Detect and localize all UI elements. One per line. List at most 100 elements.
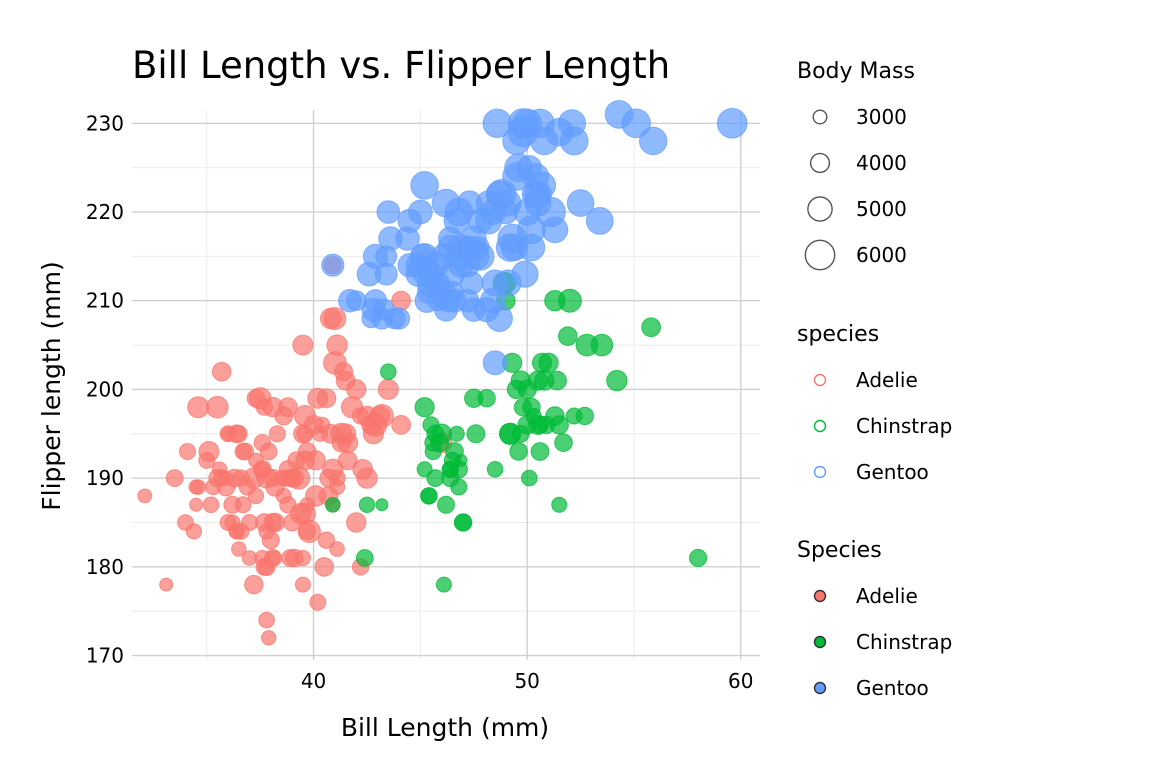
adelie-point [243,467,265,489]
x-axis-ticks: 40 50 60 [301,669,754,693]
fill-legend-key [813,589,827,603]
gentoo-point [455,288,480,313]
chinstrap-point [551,496,568,513]
adelie-point [211,361,232,382]
adelie-point [137,488,153,504]
gentoo-point [621,108,651,139]
chinstrap-point [499,422,522,445]
chinstrap-point [530,442,550,461]
adelie-point [303,415,324,435]
gentoo-point [376,200,401,224]
chinstrap-point [531,415,549,434]
adelie-point [202,496,220,514]
fill-legend-label: Chinstrap [856,630,952,654]
adelie-point [307,387,329,409]
adelie-point [188,479,204,495]
size-legend-label: 5000 [856,197,907,221]
chinstrap-point [355,549,374,567]
adelie-point [294,576,311,593]
chinstrap-point [641,317,661,338]
adelie-point [290,502,312,525]
adelie-point [231,541,247,557]
size-legend-label: 6000 [856,243,907,267]
y-tick-label: 210 [86,289,124,313]
gentoo-point [559,126,589,156]
chinstrap-point [448,425,465,442]
gentoo-point [525,108,555,139]
fill-legend-label: Adelie [856,584,918,608]
adelie-point [261,630,277,646]
chinstrap-point [549,415,569,435]
adelie-point [261,531,280,550]
chinstrap-point [509,442,528,461]
gentoo-point [639,126,668,156]
adelie-point [309,593,327,611]
chinstrap-point [450,478,468,496]
x-tick-label: 50 [514,669,539,693]
fill-legend-key [813,681,827,695]
size-legend-label: 3000 [856,105,907,129]
fill-legend-label: Gentoo [856,676,929,700]
adelie-point [278,397,298,418]
size-legend-key [804,239,836,271]
adelie-point [258,611,275,629]
chinstrap-point [558,326,578,347]
gentoo-point [387,307,411,330]
adelie-point [213,469,231,487]
adelie-point [179,443,196,460]
y-tick-label: 220 [86,200,124,224]
adelie-point [268,425,286,443]
adelie-point [322,458,344,480]
adelie-point [189,497,204,512]
adelie-point [247,487,265,505]
chinstrap-point [590,333,614,357]
adelie-point [298,522,316,541]
adelie-point [159,577,174,592]
adelie-point [228,523,245,540]
size-legend-label: 4000 [856,151,907,175]
y-tick-label: 170 [86,644,124,668]
adelie-point [198,441,220,462]
adelie-point [362,423,384,445]
x-tick-label: 60 [728,669,753,693]
size-legend: Body Mass 3000 4000 5000 6000 [797,59,915,271]
adelie-point [369,405,390,427]
chinstrap-point [358,496,376,513]
adelie-point [187,396,210,419]
chinstrap-point [466,424,486,444]
gentoo-point [716,108,748,139]
chinstrap-point [325,497,341,513]
adelie-point [265,477,285,497]
chinstrap-point [426,469,445,488]
chinstrap-point [517,379,537,400]
chinstrap-point [375,498,389,512]
adelie-point [346,512,367,533]
adelie-point [391,415,412,435]
gentoo-point [475,207,503,235]
adelie-point [346,379,367,400]
adelie-point [259,442,278,461]
chinstrap-point [486,461,504,478]
gentoo-point [431,188,461,218]
adelie-point [329,541,345,557]
gentoo-point [437,234,464,261]
gentoo-point [479,287,507,314]
color-legend-key [813,373,827,387]
chart-title: Bill Length vs. Flipper Length [132,44,670,87]
color-legend: species Adelie Chinstrap Gentoo [797,322,952,484]
adelie-point [320,307,342,330]
adelie-point [244,574,264,595]
chinstrap-point [547,370,567,391]
fill-legend: Species Adelie Chinstrap Gentoo [797,538,952,700]
color-legend-key [813,419,827,433]
gentoo-point [517,233,546,262]
adelie-point [352,459,374,480]
color-legend-label: Gentoo [856,460,929,484]
gentoo-point [482,350,508,376]
chinstrap-point [437,495,455,514]
chinstrap-point [431,423,453,445]
adelie-point [317,531,336,549]
chinstrap-point [554,433,573,453]
x-axis-title: Bill Length (mm) [341,713,549,742]
